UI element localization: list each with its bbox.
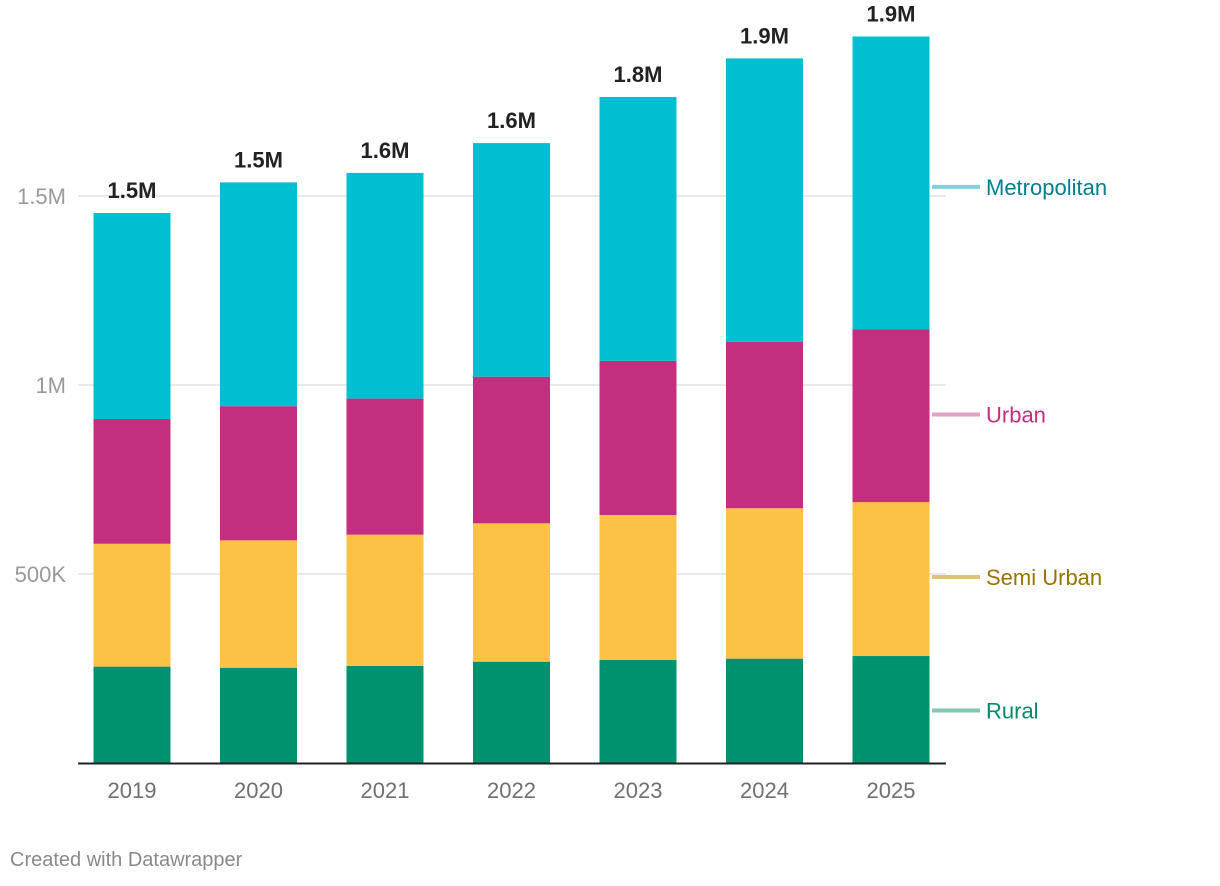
bar-segment-metropolitan <box>93 213 171 420</box>
bar-segment-metropolitan <box>599 96 677 361</box>
y-tick-label: 500K <box>15 562 67 587</box>
bar-segment-semi-urban <box>473 523 550 662</box>
bar-segment-urban <box>93 419 171 544</box>
x-tick-label: 2019 <box>108 778 157 803</box>
total-label: 1.8M <box>614 62 663 87</box>
total-labels: 1.5M 1.5M 1.6M 1.6M 1.8M 1.9M 1.9M <box>108 1 916 203</box>
legend: Rural Semi Urban Urban Metropolitan <box>932 175 1107 723</box>
bar-segment-metropolitan <box>473 143 550 377</box>
bar-segment-rural <box>599 659 677 763</box>
bar-segment-urban <box>220 406 297 541</box>
total-label: 1.5M <box>234 147 283 172</box>
bar-segment-urban <box>473 376 550 524</box>
footer-credit: Created with Datawrapper <box>10 849 243 871</box>
x-tick-label: 2021 <box>361 778 410 803</box>
bar-segment-metropolitan <box>346 172 424 399</box>
bar-stacks <box>93 36 930 763</box>
bar-segment-metropolitan <box>726 58 803 342</box>
x-tick-label: 2023 <box>614 778 663 803</box>
legend-label-rural: Rural <box>986 698 1039 723</box>
bar-segment-metropolitan <box>852 36 930 330</box>
y-tick-label: 1M <box>35 373 66 398</box>
bar-segment-semi-urban <box>726 508 803 659</box>
x-tick-label: 2022 <box>487 778 536 803</box>
bar-segment-semi-urban <box>220 540 297 668</box>
bar-segment-rural <box>852 656 930 763</box>
bar-segment-rural <box>726 658 803 763</box>
legend-label-semi-urban: Semi Urban <box>986 565 1102 590</box>
bar-segment-rural <box>93 666 171 763</box>
total-label: 1.5M <box>108 178 157 203</box>
bar-segment-rural <box>473 661 550 763</box>
bar-segment-semi-urban <box>599 515 677 660</box>
bar-segment-rural <box>220 667 297 763</box>
legend-label-metropolitan: Metropolitan <box>986 175 1107 200</box>
total-label: 1.9M <box>867 1 916 26</box>
legend-label-urban: Urban <box>986 402 1046 427</box>
bar-segment-urban <box>726 341 803 509</box>
bar-segment-semi-urban <box>852 502 930 657</box>
bar-segment-urban <box>599 360 677 516</box>
x-axis: 2019 2020 2021 2022 2023 2024 2025 <box>78 762 946 803</box>
total-label: 1.6M <box>487 108 536 133</box>
x-tick-label: 2025 <box>867 778 916 803</box>
bar-segment-rural <box>346 665 424 763</box>
bar-segment-urban <box>346 398 424 535</box>
x-tick-label: 2024 <box>740 778 789 803</box>
x-tick-label: 2020 <box>234 778 283 803</box>
total-label: 1.9M <box>740 23 789 48</box>
total-label: 1.6M <box>361 138 410 163</box>
bar-segment-semi-urban <box>346 534 424 666</box>
bar-segment-semi-urban <box>93 543 171 667</box>
bar-segment-urban <box>852 329 930 503</box>
bar-segment-metropolitan <box>220 182 297 407</box>
y-tick-label: 1.5M <box>17 184 66 209</box>
